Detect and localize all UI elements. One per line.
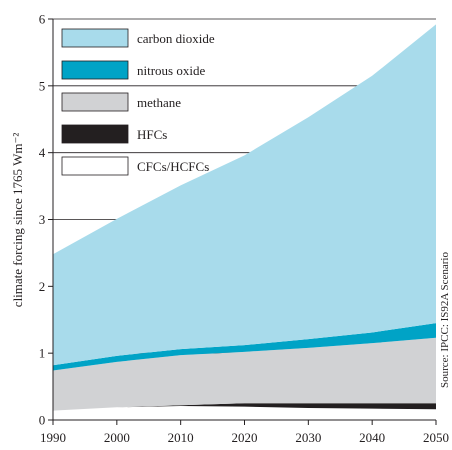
legend-label-methane: methane (137, 95, 181, 110)
x-tick-label-2050: 2050 (423, 430, 449, 445)
x-tick-label-2020: 2020 (232, 430, 258, 445)
y-tick-label-6: 6 (39, 12, 46, 27)
legend-label-nitrous-oxide: nitrous oxide (137, 63, 205, 78)
y-tick-label-0: 0 (39, 413, 46, 428)
x-tick-label-2010: 2010 (168, 430, 194, 445)
y-tick-label-1: 1 (39, 346, 46, 361)
x-tick-label-1990: 1990 (40, 430, 66, 445)
y-tick-label-4: 4 (39, 145, 46, 160)
stacked-areas (53, 24, 436, 420)
area-hfcs (53, 403, 436, 411)
y-tick-label-5: 5 (39, 78, 46, 93)
area-nitrous-oxide (53, 323, 436, 371)
legend: carbon dioxide nitrous oxide methane HFCs CF… (61, 28, 215, 176)
area-cfcs-hcfcs (53, 405, 436, 420)
x-tick-label-2000: 2000 (104, 430, 130, 445)
legend-label-cfcs-hcfcs: CFCs/HCFCs (137, 159, 209, 174)
legend-swatch-cfcs-hcfcs (61, 156, 129, 176)
legend-swatch-hfcs (61, 124, 129, 144)
y-tick-label-3: 3 (39, 212, 46, 227)
legend-label-hfcs: HFCs (137, 127, 167, 142)
y-tick-label-2: 2 (39, 279, 46, 294)
area-carbon-dioxide (53, 24, 436, 366)
axes: 0 1 2 3 4 5 6 1990 2000 2010 2020 2030 2040 2050 (39, 12, 449, 446)
legend-swatch-methane (61, 92, 129, 112)
area-methane (53, 337, 436, 411)
x-tick-label-2040: 2040 (359, 430, 385, 445)
y-axis-label: climate forcing since 1765 Wm⁻² (10, 133, 25, 308)
legend-swatch-carbon-dioxide (61, 28, 129, 48)
x-tick-label-2030: 2030 (295, 430, 321, 445)
legend-swatch-nitrous-oxide (61, 60, 129, 80)
source-note: Source: IPCC: IS92A Scenario (439, 252, 451, 388)
legend-label-carbon-dioxide: carbon dioxide (137, 31, 215, 46)
